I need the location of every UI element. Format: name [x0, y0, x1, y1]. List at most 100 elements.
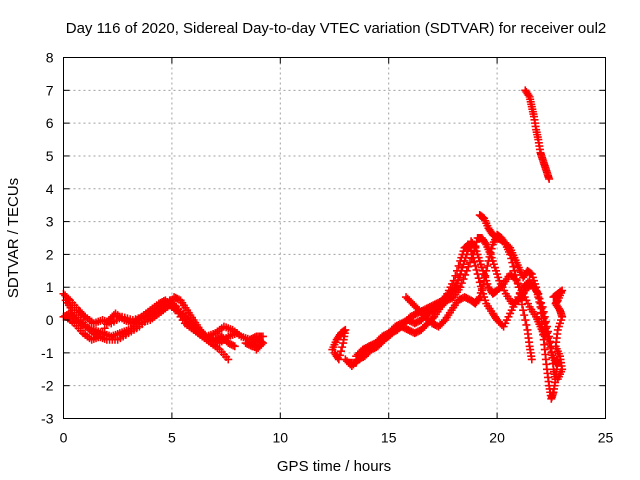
- data-point: [339, 339, 348, 348]
- data-point: [454, 261, 463, 270]
- data-point: [477, 284, 486, 293]
- data-point: [471, 242, 480, 251]
- data-point: [490, 263, 499, 272]
- data-point: [464, 240, 473, 249]
- x-tick-label: 25: [598, 430, 614, 446]
- data-point: [535, 297, 544, 306]
- data-point: [479, 280, 488, 289]
- data-point: [510, 266, 519, 275]
- data-point: [533, 288, 542, 297]
- data-point: [494, 273, 503, 282]
- y-tick-label: 0: [46, 312, 54, 328]
- data-point: [527, 355, 536, 364]
- data-point: [338, 343, 347, 352]
- y-tick-label: -3: [41, 411, 54, 427]
- data-point: [476, 288, 485, 297]
- series-track-8: [345, 240, 560, 384]
- data-point: [526, 269, 535, 278]
- y-tick-label: -2: [41, 378, 54, 394]
- series-track-11: [475, 211, 562, 403]
- data-point: [330, 348, 339, 357]
- data-point: [464, 262, 473, 271]
- data-point: [528, 273, 537, 282]
- data-point: [481, 296, 490, 305]
- data-point: [554, 322, 563, 331]
- x-tick-label: 20: [489, 430, 505, 446]
- data-point: [529, 276, 538, 285]
- data-point: [532, 283, 541, 292]
- y-tick-label: 4: [46, 181, 54, 197]
- data-point: [519, 306, 528, 315]
- data-point: [522, 320, 531, 329]
- data-point: [473, 270, 482, 279]
- series-track-5: [241, 335, 267, 354]
- data-point: [462, 266, 471, 275]
- data-point: [516, 294, 525, 303]
- y-tick-label: 7: [46, 82, 54, 98]
- data-point: [466, 258, 474, 267]
- data-point: [515, 288, 524, 297]
- data-point: [337, 347, 346, 356]
- grid: [63, 57, 606, 419]
- data-point: [545, 174, 554, 183]
- series-track-9: [352, 234, 564, 367]
- data-point: [531, 279, 540, 288]
- x-tick-label: 0: [60, 430, 68, 446]
- data-point: [489, 260, 498, 269]
- y-tick-label: 1: [46, 279, 54, 295]
- data-point: [555, 319, 564, 328]
- data-point: [544, 334, 553, 343]
- data-point: [509, 262, 518, 271]
- data-point: [514, 283, 523, 292]
- data-point: [545, 339, 554, 348]
- data-point: [527, 270, 536, 279]
- series-track-4: [61, 296, 267, 344]
- data-point: [483, 261, 492, 270]
- data-point: [452, 266, 461, 275]
- series-track-12: [549, 286, 567, 384]
- data-point: [98, 328, 107, 337]
- data-point: [557, 316, 566, 325]
- series-track-13: [521, 86, 554, 183]
- y-tick-label: 5: [46, 148, 54, 164]
- data-point: [493, 270, 502, 279]
- data-point: [484, 256, 493, 265]
- x-axis-label: GPS time / hours: [277, 458, 391, 475]
- data-point: [457, 279, 466, 288]
- data-point: [258, 332, 267, 341]
- data-point: [459, 260, 468, 269]
- x-tick-label: 5: [168, 430, 176, 446]
- data-point: [458, 250, 467, 259]
- data-point: [472, 238, 481, 247]
- data-point: [100, 324, 109, 333]
- data-point: [558, 312, 567, 321]
- data-point: [521, 316, 530, 325]
- data-point: [481, 271, 490, 280]
- x-tick-label: 10: [273, 430, 289, 446]
- data-point: [553, 375, 562, 384]
- data-point: [451, 271, 460, 280]
- data-point: [470, 246, 479, 255]
- data-point: [475, 256, 484, 265]
- data-point: [102, 320, 111, 329]
- data-point: [485, 252, 494, 261]
- data-point: [480, 276, 489, 285]
- data-point: [245, 335, 254, 344]
- data-point: [459, 275, 468, 284]
- data-point: [461, 270, 470, 279]
- y-axis-label: SDTVAR / TECUs: [5, 178, 22, 298]
- axes-ticks: 0 5 10 15 20 25 -3 -2 -1 0 1 2 3 4 5 6 7 8: [41, 50, 613, 446]
- data-point: [471, 261, 480, 270]
- data-point: [230, 342, 239, 351]
- data-point: [534, 293, 543, 302]
- data-point: [469, 250, 478, 259]
- data-point: [466, 243, 474, 252]
- data-point: [511, 270, 520, 279]
- data-point: [472, 265, 481, 274]
- data-point: [224, 355, 233, 364]
- chart-title: Day 116 of 2020, Sidereal Day-to-day VTE…: [66, 20, 607, 37]
- data-point: [483, 279, 492, 288]
- plot-frame: [63, 57, 606, 419]
- data-point: [546, 343, 555, 352]
- y-tick-label: -1: [41, 345, 54, 361]
